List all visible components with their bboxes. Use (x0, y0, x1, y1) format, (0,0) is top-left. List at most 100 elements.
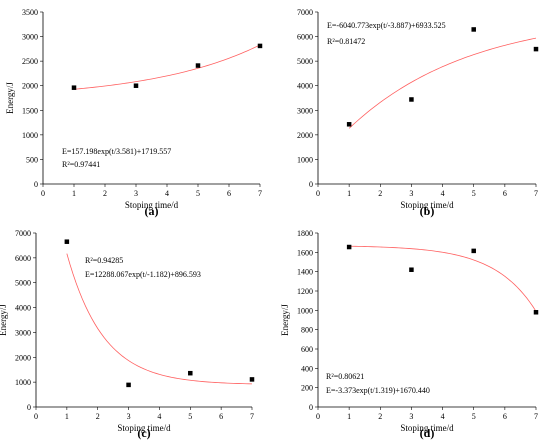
y-tick-label: 0 (309, 180, 313, 189)
data-point (346, 244, 352, 250)
data-point (64, 239, 70, 244)
x-tick-label: 3 (409, 189, 413, 198)
x-tick-label: 7 (258, 189, 262, 198)
y-tick-label: 2000 (15, 353, 31, 362)
fit-annotation: R²=0.81472 (327, 37, 365, 46)
y-tick-label: 1600 (297, 248, 313, 257)
y-tick-label: 6000 (15, 254, 31, 263)
y-tick-label: 1500 (22, 106, 38, 115)
data-point (133, 83, 139, 88)
x-tick-label: 4 (441, 412, 445, 421)
data-point (471, 27, 476, 32)
data-point (409, 97, 414, 102)
x-tick-label: 7 (250, 412, 254, 421)
y-tick-label: 0 (309, 403, 313, 412)
x-tick-label: 1 (72, 189, 76, 198)
x-axis-label: Stoping time/d (400, 423, 454, 433)
fit-annotation: R²=0.80621 (326, 372, 364, 381)
x-tick-label: 7 (534, 189, 538, 198)
x-tick-label: 1 (347, 412, 351, 421)
x-tick-label: 6 (227, 189, 231, 198)
x-axis-label: Stoping time/d (125, 200, 179, 210)
x-axis-label: Stoping time/d (400, 200, 454, 210)
panel-label: (d) (420, 426, 435, 440)
x-tick-label: 0 (316, 189, 320, 198)
y-tick-label: 1000 (297, 306, 313, 315)
y-tick-label: 3000 (297, 106, 313, 115)
panel-label: (c) (137, 426, 150, 440)
x-tick-label: 0 (316, 412, 320, 421)
fit-annotation: E=-3.373exp(t/1.319)+1670.440 (326, 386, 430, 395)
x-tick-label: 3 (134, 189, 138, 198)
y-tick-label: 6000 (297, 33, 313, 42)
x-tick-label: 3 (409, 412, 413, 421)
data-point (346, 122, 352, 127)
y-tick-label: 400 (301, 364, 313, 373)
y-tick-label: 2000 (297, 131, 313, 140)
y-tick-label: 0 (27, 403, 31, 412)
data-point (126, 382, 131, 388)
data-point (188, 370, 193, 376)
y-tick-label: 3000 (15, 328, 31, 337)
y-tick-label: 1000 (297, 155, 313, 164)
y-tick-label: 1000 (15, 378, 31, 387)
panel-3: 0 1 2 3 4 5 6 7 0 1000 2000 3000 4000 5000 6000 7000 Sto… (0, 229, 255, 440)
x-tick-label: 2 (96, 412, 100, 421)
x-tick-label: 6 (503, 189, 507, 198)
data-point (471, 248, 476, 254)
fit-curve (348, 37, 537, 129)
x-tick-label: 5 (472, 189, 476, 198)
y-tick-label: 500 (26, 155, 38, 164)
x-axis-label: Stoping time/d (117, 423, 171, 433)
x-tick-label: 0 (41, 189, 45, 198)
y-tick-label: 4000 (15, 304, 31, 313)
y-tick-label: 1800 (297, 229, 313, 238)
x-tick-label: 7 (534, 412, 538, 421)
x-tick-label: 4 (165, 189, 169, 198)
y-tick-label: 5000 (15, 279, 31, 288)
y-tick-label: 800 (301, 326, 313, 335)
panel-label: (b) (420, 204, 435, 218)
y-tick-label: 600 (301, 345, 313, 354)
y-tick-label: 2000 (22, 82, 38, 91)
x-tick-label: 2 (378, 189, 382, 198)
fit-annotation: R²=0.94285 (85, 256, 123, 265)
x-tick-label: 6 (503, 412, 507, 421)
y-tick-label: 4000 (297, 82, 313, 91)
y-tick-label: 1000 (22, 131, 38, 140)
panel-2: 0 1 2 3 4 5 6 7 0 1000 2000 3000 4000 5000 6000 7000 Sto… (297, 8, 539, 218)
data-point (71, 85, 77, 90)
x-tick-label: 1 (347, 189, 351, 198)
x-tick-label: 5 (188, 412, 192, 421)
x-tick-label: 4 (157, 412, 161, 421)
fit-annotation: E=157.198exp(t/3.581)+1719.557 (62, 147, 171, 156)
x-tick-label: 1 (65, 412, 69, 421)
y-tick-label: 1400 (297, 268, 313, 277)
fit-annotation: E=-6040.773exp(t/-3.887)+6933.525 (327, 21, 446, 30)
y-axis-label: Energy/J (280, 304, 290, 336)
data-point (195, 63, 201, 68)
panel-label: (a) (145, 204, 159, 218)
y-tick-label: 3500 (22, 8, 38, 17)
y-tick-label: 2500 (22, 57, 38, 66)
fit-curve (66, 253, 253, 385)
y-tick-label: 7000 (15, 229, 31, 238)
y-axis-label: Energy/J (0, 304, 8, 336)
fit-curve (73, 44, 261, 90)
x-tick-label: 3 (127, 412, 131, 421)
panel-4: 0 1 2 3 4 5 6 7 0 200 400 600 800 1000 1200 1400 1600 180… (280, 229, 539, 440)
data-point (409, 267, 414, 272)
data-point (533, 46, 539, 52)
y-tick-label: 5000 (297, 57, 313, 66)
x-tick-label: 0 (34, 412, 38, 421)
x-tick-label: 5 (472, 412, 476, 421)
y-tick-label: 7000 (297, 8, 313, 17)
y-axis-label: Energy/J (5, 82, 15, 114)
x-tick-label: 2 (378, 412, 382, 421)
y-tick-label: 200 (301, 384, 313, 393)
y-tick-label: 3000 (22, 33, 38, 42)
y-tick-label: 0 (34, 180, 38, 189)
fit-annotation: E=12288.067exp(t/-1.182)+896.593 (85, 270, 201, 279)
data-point (249, 377, 255, 382)
